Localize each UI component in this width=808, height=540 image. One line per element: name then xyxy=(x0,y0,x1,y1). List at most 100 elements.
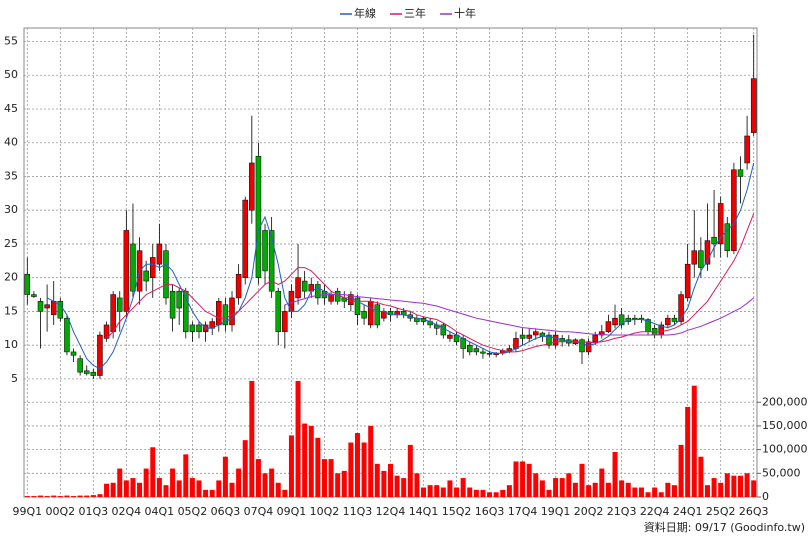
y-tick-label: 5 xyxy=(11,372,18,385)
volume-bar xyxy=(526,463,532,497)
candle-body xyxy=(64,317,70,353)
volume-bar xyxy=(282,489,288,497)
candle-body xyxy=(711,236,717,245)
candle-body xyxy=(737,169,744,177)
candle-body xyxy=(394,311,400,316)
volume-bar xyxy=(354,433,360,497)
volume-bar xyxy=(731,475,737,497)
volume-bar xyxy=(275,482,281,497)
y-tick-label: 30 xyxy=(4,203,18,216)
candle-body xyxy=(354,297,361,316)
x-tick-label: 19Q1 xyxy=(541,505,571,518)
volume-bar xyxy=(44,496,50,497)
volume-bar xyxy=(183,454,189,497)
candle-body xyxy=(70,351,77,356)
candle-body xyxy=(163,250,169,299)
candle-body xyxy=(249,162,255,211)
volume-bar xyxy=(295,380,301,497)
volume-bar xyxy=(665,482,671,497)
y-tick-label: 25 xyxy=(4,237,18,250)
x-tick-label: 05Q2 xyxy=(178,505,208,518)
x-tick-label: 99Q1 xyxy=(12,505,42,518)
candle-body xyxy=(460,338,466,349)
footer-note: 資料日期: 09/17 (Goodinfo.tw) xyxy=(644,520,805,534)
x-tick-label: 09Q1 xyxy=(277,505,307,518)
volume-bar xyxy=(506,485,512,497)
candle-body xyxy=(242,199,248,278)
legend-label: 十年 xyxy=(454,6,476,20)
candle-body xyxy=(262,230,268,272)
candle-body xyxy=(665,317,671,326)
volume-bar xyxy=(480,489,486,497)
volume-bar xyxy=(123,480,129,497)
volume-bar xyxy=(744,473,750,497)
candle-body xyxy=(196,324,202,332)
y2-tick-label: 50,000 xyxy=(762,466,801,479)
volume-bar xyxy=(473,489,479,497)
volume-bar xyxy=(328,459,334,497)
y-tick-label: 40 xyxy=(4,136,18,149)
candle-body xyxy=(143,270,149,282)
candle-body xyxy=(447,334,453,339)
volume-bar xyxy=(414,473,420,497)
candle-body xyxy=(235,274,242,299)
volume-bar xyxy=(434,485,440,497)
volume-bar xyxy=(269,468,275,497)
volume-bar xyxy=(427,485,433,497)
volume-bar xyxy=(460,478,466,497)
volume-bar xyxy=(658,492,664,497)
candle-body xyxy=(539,332,546,337)
candle-body xyxy=(698,250,704,268)
volume-bar xyxy=(645,492,651,497)
volume-bar xyxy=(652,487,658,497)
candle-body xyxy=(519,334,526,339)
volume-bar xyxy=(348,442,354,497)
candle-body xyxy=(301,280,308,292)
x-tick-label: 00Q2 xyxy=(45,505,75,518)
volume-bar xyxy=(678,444,684,497)
volume-bar xyxy=(84,495,90,497)
volume-bar xyxy=(619,480,625,497)
volume-bar xyxy=(737,475,743,497)
x-tick-label: 01Q3 xyxy=(79,505,109,518)
candle-body xyxy=(585,341,592,353)
volume-bar xyxy=(579,463,585,497)
x-tick-label: 04Q1 xyxy=(145,505,175,518)
candle-body xyxy=(50,301,57,316)
candle-body xyxy=(189,324,196,332)
candle-body xyxy=(744,135,750,164)
candle-body xyxy=(83,370,90,374)
candle-body xyxy=(599,331,605,336)
volume-bar xyxy=(71,496,77,497)
x-tick-label: 10Q2 xyxy=(310,505,340,518)
x-tick-label: 11Q3 xyxy=(343,505,373,518)
volume-bar xyxy=(421,487,427,497)
volume-bar xyxy=(374,463,380,497)
volume-bar xyxy=(315,437,321,497)
volume-bar xyxy=(533,473,539,497)
candle-body xyxy=(750,78,757,133)
volume-bar xyxy=(150,447,156,497)
volume-bar xyxy=(401,478,407,497)
y2-tick-label: 200,000 xyxy=(762,395,808,408)
x-tick-label: 12Q4 xyxy=(376,505,406,518)
candle-body xyxy=(612,317,618,326)
volume-bar xyxy=(170,468,176,497)
volume-bar xyxy=(467,487,473,497)
volume-bar xyxy=(751,480,757,497)
volume-bar xyxy=(110,482,116,497)
volume-bar xyxy=(559,478,565,497)
volume-bar xyxy=(143,468,149,497)
volume-bar xyxy=(77,495,83,497)
candle-body xyxy=(90,371,97,376)
volume-bar xyxy=(704,485,710,497)
volume-bar xyxy=(711,478,717,497)
candle-body xyxy=(704,240,711,265)
volume-bar xyxy=(671,485,677,497)
volume-bar xyxy=(335,473,341,497)
volume-bar xyxy=(546,489,552,497)
x-tick-label: 15Q2 xyxy=(442,505,472,518)
volume-bar xyxy=(163,485,169,497)
volume-bar xyxy=(64,495,70,497)
